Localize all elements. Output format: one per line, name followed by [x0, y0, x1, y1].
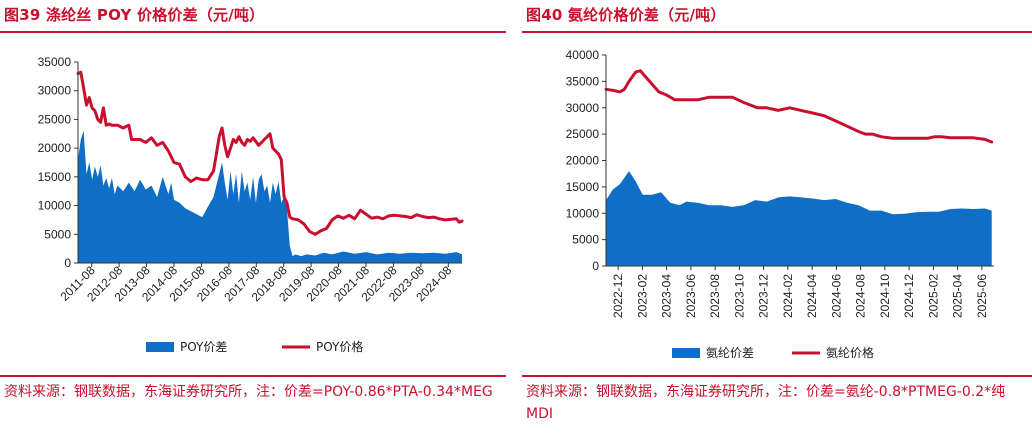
left-y-tick-label: 0: [64, 256, 71, 270]
right-x-tick-label: 2025-04: [951, 274, 965, 318]
left-legend-price-label: POY价格: [316, 339, 363, 354]
right-x-tick-label: 2024-04: [805, 274, 819, 318]
left-source-rule: [0, 375, 506, 377]
left-chart-title: 图39 涤纶丝 POY 价格价差（元/吨）: [4, 6, 265, 24]
right-y-tick-label: 40000: [566, 48, 600, 62]
right-chart-canvas: 0 5000 10000 15000 20000 25000 30000 35000 40000…: [566, 48, 994, 360]
right-legend-spread-swatch: [672, 348, 700, 358]
right-x-tick-label: 2023-02: [635, 274, 649, 318]
left-chart-canvas: 050001000015000200002500030000350002011-…: [38, 55, 464, 354]
right-x-tick-label: 2023-12: [757, 274, 771, 318]
right-price-line: [604, 69, 994, 144]
right-x-tick-label: 2024-02: [781, 274, 795, 318]
right-spread-area: [606, 171, 992, 266]
right-legend-price-label: 氨纶价格: [826, 345, 874, 360]
left-source-note: 资料来源：钢联数据，东海证券研究所，注：价差=POY-0.86*PTA-0.34…: [4, 384, 493, 400]
right-x-tick-label: 2022-12: [611, 274, 625, 318]
left-y-tick-label: 15000: [38, 170, 72, 184]
right-y-tick-label: 10000: [566, 206, 600, 220]
right-y-tick-label: 15000: [566, 180, 600, 194]
right-legend-spread-label: 氨纶价差: [706, 346, 754, 360]
left-legend-spread-label: POY价差: [180, 340, 227, 354]
right-x-tick-label: 2023-10: [732, 274, 746, 318]
left-legend-spread-swatch: [146, 342, 174, 352]
right-y-tick-label: 0: [592, 259, 599, 273]
right-title-rule: [522, 31, 1032, 33]
right-x-tick-label: 2023-08: [708, 274, 722, 318]
right-x-tick-label: 2025-02: [926, 274, 940, 318]
right-x-tick-label: 2023-06: [684, 274, 698, 318]
left-chart-panel: 图39 涤纶丝 POY 价格价差（元/吨） 0 5000 10000 15000 200…: [0, 0, 506, 434]
right-x-tick-label: 2024-06: [829, 274, 843, 318]
right-source-note: 资料来源：钢联数据，东海证券研究所，注：价差=氨纶-0.8*PTMEG-0.2*…: [526, 384, 1006, 422]
left-title-rule: [0, 31, 506, 33]
right-y-tick-label: 35000: [566, 74, 600, 88]
left-spread-area: [78, 130, 462, 263]
right-chart-title: 图40 氨纶价格价差（元/吨）: [526, 6, 726, 24]
right-x-tick-label: 2023-04: [660, 274, 674, 318]
right-x-tick-label: 2024-12: [902, 274, 916, 318]
right-y-tick-label: 30000: [566, 101, 600, 115]
right-y-tick-label: 20000: [566, 154, 600, 168]
right-x-tick-label: 2025-06: [975, 274, 989, 318]
left-y-tick-label: 10000: [38, 199, 72, 213]
left-y-tick-label: 20000: [38, 141, 72, 155]
left-y-tick-label: 35000: [38, 55, 72, 69]
right-y-tick-label: 5000: [572, 233, 599, 247]
right-source-rule: [522, 375, 1032, 377]
left-y-tick-label: 30000: [38, 84, 72, 98]
left-y-tick-label: 5000: [44, 227, 71, 241]
right-y-tick-label: 25000: [566, 127, 600, 141]
right-x-tick-label: 2024-08: [854, 274, 868, 318]
left-price-line: [76, 70, 464, 236]
right-chart-panel: 图40 氨纶价格价差（元/吨） 0 5000 10000 15000 20000 2500…: [522, 0, 1032, 434]
right-x-tick-label: 2024-10: [878, 274, 892, 318]
left-y-tick-label: 25000: [38, 112, 72, 126]
